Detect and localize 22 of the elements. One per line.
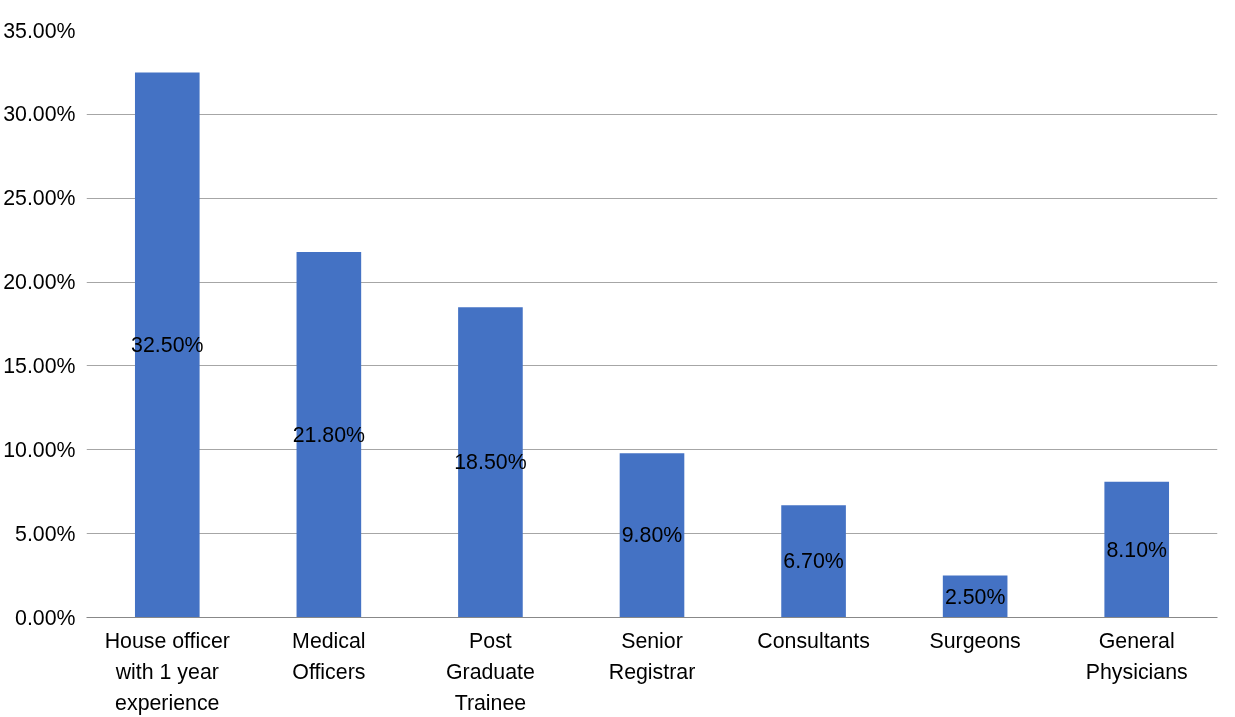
y-tick-label: 10.00% bbox=[3, 437, 76, 462]
x-tick-label: General Physicians bbox=[1085, 628, 1188, 684]
bar bbox=[781, 505, 846, 618]
y-tick-label: 35.00% bbox=[3, 18, 76, 43]
x-tick-label: Post Graduate Trainee bbox=[445, 628, 535, 715]
bar bbox=[619, 453, 685, 618]
x-tick-label: Surgeons bbox=[929, 628, 1021, 653]
y-tick-label: 15.00% bbox=[3, 353, 76, 378]
data-label: 6.70% bbox=[783, 549, 844, 574]
data-label: 9.80% bbox=[621, 523, 683, 548]
x-tick-label: Medical Officers bbox=[292, 628, 366, 684]
bar bbox=[1104, 481, 1170, 618]
x-tick-label: House officer with 1 year experience bbox=[104, 628, 230, 715]
y-tick-label: 25.00% bbox=[3, 186, 76, 211]
x-tick-label: Senior Registrar bbox=[608, 628, 696, 684]
y-tick-label: 0.00% bbox=[15, 605, 76, 630]
data-label: 8.10% bbox=[1106, 537, 1167, 562]
y-tick-label: 20.00% bbox=[3, 270, 76, 295]
y-tick-label: 30.00% bbox=[3, 102, 76, 127]
data-label: 2.50% bbox=[944, 584, 1006, 609]
y-tick-label: 5.00% bbox=[15, 521, 76, 546]
x-tick-label: Consultants bbox=[757, 628, 870, 653]
